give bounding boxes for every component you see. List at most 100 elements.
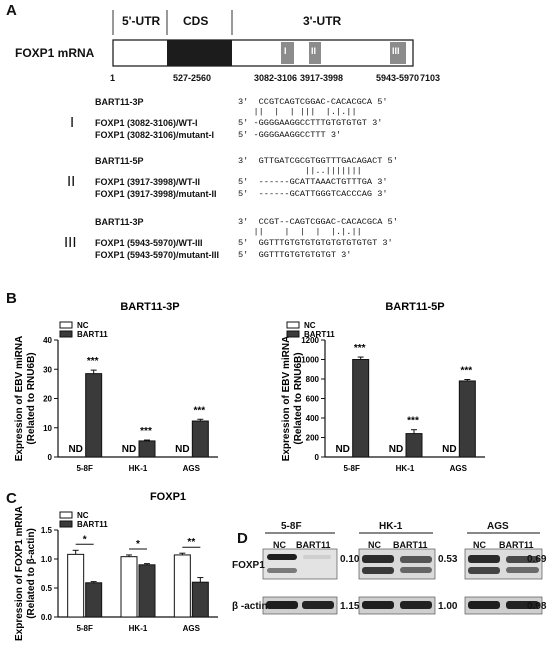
alignment-iii-mut-seq: 5' GGTTTGTGTGTGTGT 3': [238, 250, 352, 260]
blot-header-ags: AGS: [487, 521, 509, 532]
significance-marker: ***: [354, 343, 366, 354]
pos-cds: 527-2560: [173, 73, 212, 83]
band-foxp1-hk-1-nc-upper: [362, 555, 394, 563]
lane-nc-hk-1: NC: [368, 540, 381, 550]
bar-bart11: [138, 440, 156, 458]
lane-bart11-ags: BART11: [499, 540, 534, 550]
band-actin-hk-1-nc: [362, 601, 394, 609]
foxp1-mrna-diagram: [112, 10, 414, 67]
lane-nc-5-8f: NC: [273, 540, 286, 550]
legend-swatch-nc: [286, 321, 300, 329]
legend-label-nc: NC: [77, 321, 89, 330]
band-foxp1-5-8f-nc-lower: [267, 568, 297, 573]
alignment-i-pairs: || | | ||| |.|.||: [238, 107, 357, 117]
legend-label-bart11: BART11: [77, 520, 108, 529]
bar-nc: [173, 554, 191, 618]
ratio-actin-5-8f: 1.15: [340, 601, 360, 612]
band-actin-5-8f-bart11: [302, 601, 334, 609]
row-label-actin: β -actin: [232, 601, 268, 612]
ratio-actin-hk-1: 1.00: [438, 601, 458, 612]
alignment-iii-mirna-seq: 3' CCGT--CAGTCGGAC-CACACGCA 5': [238, 217, 398, 227]
blot-header-5-8f: 5-8F: [281, 521, 302, 532]
panel-c-chart: FOXP1 0.0 0.5 1.0 1.5 Expression of FOXP1 mRN…: [14, 491, 218, 641]
alignment-ii-mut-name: FOXP1 (3917-3998)/mutant-II: [95, 189, 217, 199]
x-tick-label: 5-8F: [76, 464, 93, 473]
y-tick-label: 1000: [301, 356, 319, 365]
panel-b-label: B: [6, 290, 17, 307]
ratio-foxp1-5-8f: 0.10: [340, 554, 360, 565]
site-i-block: [281, 42, 294, 64]
pos-start: 1: [110, 73, 116, 83]
blot-header-hk-1: HK-1: [379, 521, 403, 532]
panel-a-label: A: [6, 2, 17, 19]
alignment-i-wt-name: FOXP1 (3082-3106)/WT-I: [95, 118, 198, 128]
y-tick-label: 0.5: [41, 584, 53, 593]
x-tick-label: 5-8F: [343, 464, 360, 473]
bar-nc: [67, 553, 85, 618]
y-tick-label: 1.5: [41, 526, 53, 535]
alignment-iii-wt-seq: 5' GGTTTGTGTGTGTGTGTGTGTGT 3': [238, 238, 393, 248]
nd-label: ND: [389, 444, 403, 455]
band-foxp1-5-8f-nc-upper: [267, 554, 297, 560]
alignment-ii-roman: II: [67, 173, 76, 190]
significance-marker: ***: [87, 356, 99, 367]
y-tick-label: 0: [48, 453, 53, 462]
significance-marker: **: [187, 537, 195, 548]
y-tick-label: 400: [306, 414, 320, 423]
legend-swatch-nc: [59, 511, 73, 519]
nd-label: ND: [68, 444, 82, 455]
significance-marker: ***: [460, 365, 472, 376]
band-foxp1-hk-1-nc-lower: [362, 567, 394, 574]
legend-label-bart11: BART11: [77, 330, 108, 339]
cds-label: CDS: [183, 14, 209, 28]
legend-swatch-nc: [59, 321, 73, 329]
x-tick-label: AGS: [183, 464, 201, 473]
legend-label-bart11: BART11: [304, 330, 335, 339]
alignment-i-wt-seq: 5' -GGGGAAGGCCTTTGTGTGTGT 3': [238, 118, 383, 128]
alignment-iii-pairs: || | | | |.|.||: [238, 227, 362, 237]
site-iii-marker: III: [392, 46, 400, 56]
chart-foxp1: FOXP1 0.0 0.5 1.0 1.5 Expression of FOXP1 mRN…: [14, 491, 218, 641]
y-tick-label: 40: [43, 336, 52, 345]
significance-marker: ***: [407, 416, 419, 427]
nd-label: ND: [442, 444, 456, 455]
band-foxp1-hk-1-bart11-lower: [400, 567, 432, 573]
pos-site-iii: 5943-5970: [376, 73, 420, 83]
y-tick-label: 1200: [301, 336, 319, 345]
chart-bart11-5p: BART11-5P 0 200 400 600 800 1000 1200Expression…: [281, 301, 485, 473]
chart-title: BART11-3P: [120, 301, 179, 313]
alignment-ii-mirna-name: BART11-5P: [95, 156, 144, 166]
chart-title: FOXP1: [150, 491, 186, 503]
panel-d-label: D: [237, 530, 248, 547]
y-tick-label: 0.0: [41, 613, 53, 622]
bar-nc: [120, 556, 138, 618]
site-ii-block: [309, 42, 321, 64]
x-tick-label: AGS: [450, 464, 468, 473]
alignment-ii-wt-seq: 5' ------GCATTAAACTGTTTGA 3': [238, 177, 388, 187]
bar-bart11: [138, 564, 156, 618]
alignment-i-mut-name: FOXP1 (3082-3106)/mutant-I: [95, 130, 215, 140]
row-label-foxp1: FOXP1: [232, 560, 265, 571]
bar-bart11: [191, 581, 209, 618]
alignment-ii-pairs: ||..|||||||: [238, 166, 362, 176]
significance-marker: *: [136, 539, 140, 550]
chart-title: BART11-5P: [385, 301, 444, 313]
western-blot: [262, 532, 543, 615]
site-ii-marker: II: [311, 46, 317, 56]
band-foxp1-ags-bart11-lower: [506, 567, 539, 573]
alignment-iii-mut-name: FOXP1 (5943-5970)/mutant-III: [95, 250, 220, 260]
band-actin-5-8f-nc: [266, 601, 298, 609]
y-axis-label: Expression of EBV miRNA(Related to RNU6B…: [14, 336, 37, 462]
legend-label-nc: NC: [77, 511, 89, 520]
legend-swatch-bart11: [286, 330, 300, 338]
cds-block: [167, 40, 232, 66]
lane-nc-ags: NC: [473, 540, 486, 550]
blot-foxp1-5-8f: [262, 548, 338, 580]
alignment-ii-mut-seq: 5' ------GCATTGGGTCACCCAG 3': [238, 189, 388, 199]
bar-bart11: [85, 373, 103, 458]
utr3-label: 3'-UTR: [303, 14, 342, 28]
chart-bart11-3p: BART11-3P 0 10 20 30 40 Expression of EBV miRN…: [14, 301, 218, 473]
y-tick-label: 800: [306, 375, 320, 384]
site-iii-block: [390, 42, 406, 64]
site-i-marker: I: [284, 46, 287, 56]
